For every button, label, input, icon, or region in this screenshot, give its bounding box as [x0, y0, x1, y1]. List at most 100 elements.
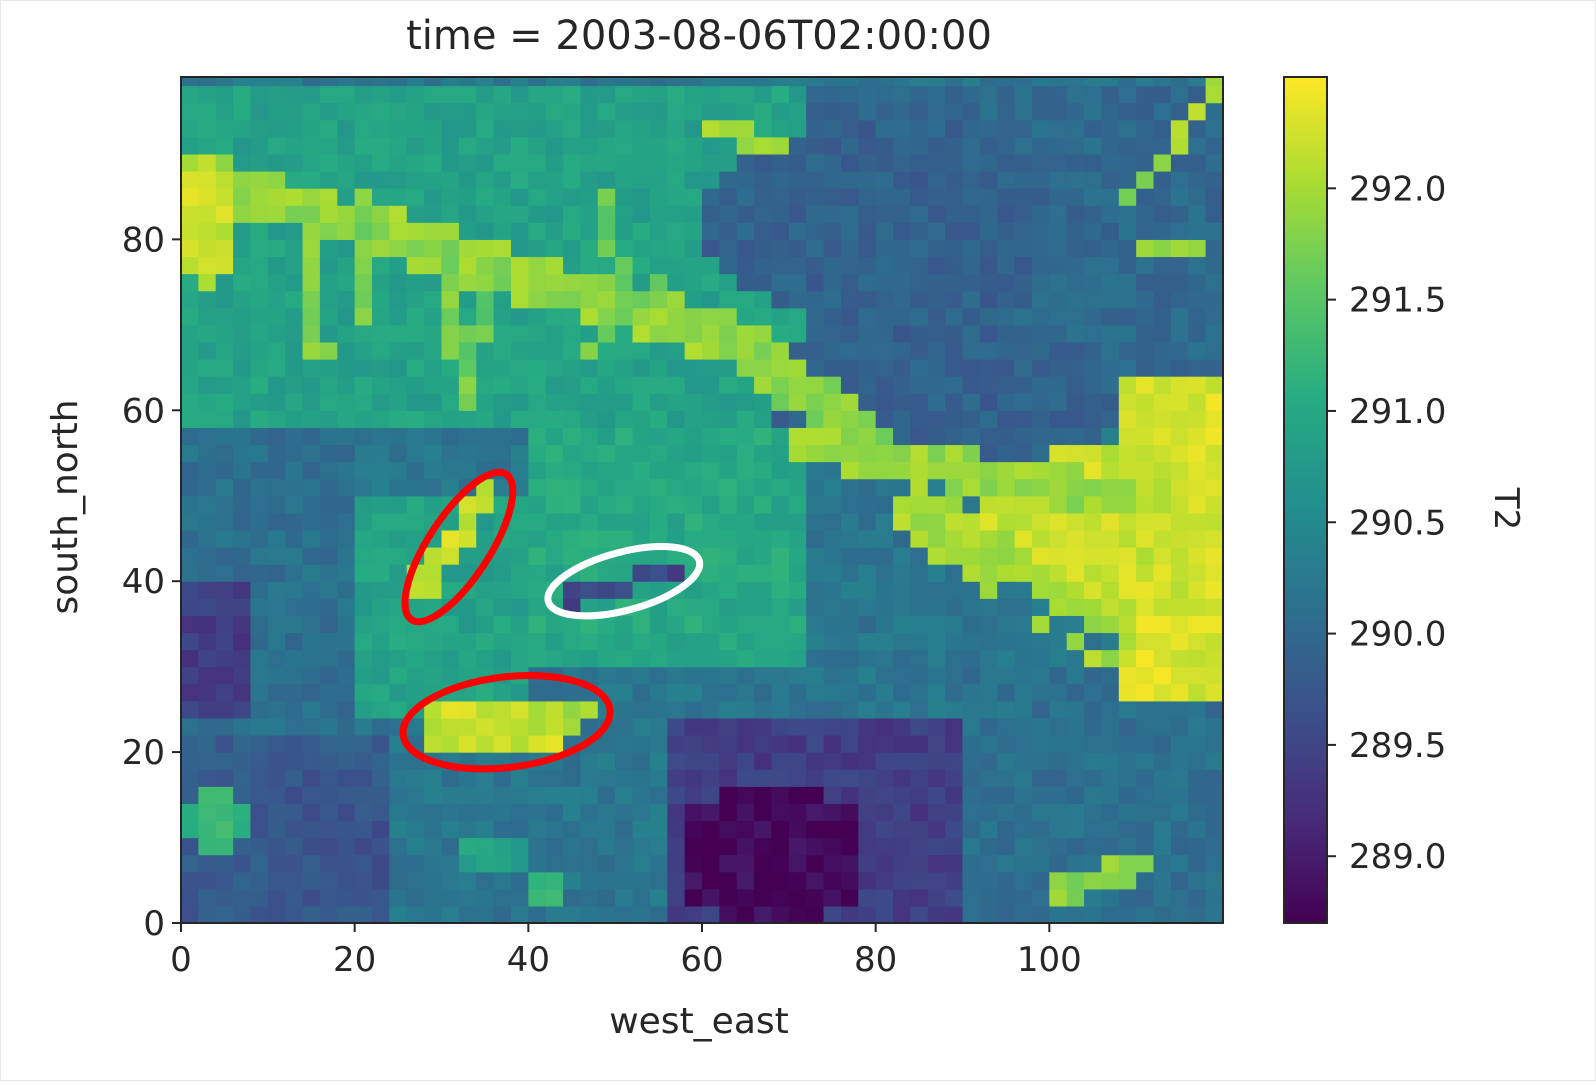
heatmap-cell — [632, 410, 651, 428]
heatmap-cell — [997, 512, 1016, 531]
heatmap-cell — [858, 837, 877, 856]
heatmap-cell — [1049, 478, 1068, 497]
heatmap-cell — [684, 239, 703, 258]
heatmap-cell — [458, 803, 477, 822]
heatmap-cell — [1101, 171, 1120, 189]
heatmap-cell — [910, 752, 929, 770]
heatmap-cell — [1205, 478, 1223, 497]
heatmap-cell — [771, 307, 790, 326]
heatmap-cell — [302, 171, 321, 189]
heatmap-cell — [927, 153, 946, 172]
heatmap-cell — [1153, 307, 1172, 326]
heatmap-cell — [250, 359, 269, 377]
heatmap-cell — [267, 239, 286, 258]
heatmap-cell — [1136, 273, 1155, 292]
heatmap-cell — [997, 820, 1016, 839]
heatmap-cell — [181, 341, 199, 360]
heatmap-cell — [198, 786, 217, 804]
heatmap-cell — [181, 495, 199, 514]
heatmap-cell — [1066, 444, 1085, 463]
heatmap-cell — [285, 512, 304, 531]
heatmap-cell — [823, 786, 842, 804]
heatmap-cell — [267, 427, 286, 446]
heatmap-cell — [580, 478, 599, 497]
heatmap-cell — [563, 478, 582, 497]
heatmap-cell — [875, 700, 894, 719]
heatmap-cell — [493, 547, 512, 565]
heatmap-cell — [858, 77, 877, 87]
heatmap-cell — [754, 837, 773, 856]
heatmap-cell — [893, 837, 911, 856]
heatmap-cell — [302, 273, 321, 292]
heatmap-cell — [424, 581, 443, 599]
heatmap-cell — [788, 171, 807, 189]
heatmap-cell — [1170, 376, 1189, 394]
heatmap-cell — [580, 171, 599, 189]
heatmap-cell — [1136, 77, 1155, 87]
heatmap-cell — [1153, 871, 1172, 890]
heatmap-cell — [858, 427, 877, 446]
heatmap-cell — [580, 239, 599, 258]
heatmap-cell — [1084, 564, 1103, 582]
heatmap-cell — [754, 222, 773, 240]
heatmap-cell — [441, 478, 460, 497]
heatmap-cell — [458, 273, 477, 292]
heatmap-cell — [667, 666, 686, 685]
heatmap-cell — [979, 615, 998, 634]
heatmap-cell — [1205, 632, 1223, 651]
heatmap-cell — [354, 171, 373, 189]
heatmap-cell — [233, 786, 252, 804]
heatmap-cell — [1118, 735, 1137, 753]
heatmap-cell — [354, 444, 373, 463]
heatmap-cell — [858, 564, 877, 582]
heatmap-cell — [962, 410, 981, 428]
heatmap-cell — [1049, 136, 1068, 155]
heatmap-cell — [1188, 905, 1207, 923]
heatmap-cell — [181, 77, 199, 87]
heatmap-cell — [545, 376, 564, 394]
heatmap-cell — [493, 786, 512, 804]
heatmap-cell — [1170, 256, 1189, 275]
heatmap-cell — [198, 581, 217, 599]
heatmap-cell — [285, 171, 304, 189]
heatmap-cell — [528, 905, 547, 923]
heatmap-cell — [1084, 905, 1103, 923]
heatmap-cell — [389, 871, 408, 890]
heatmap-cell — [1153, 256, 1172, 275]
heatmap-cell — [389, 666, 408, 685]
heatmap-cell — [424, 119, 443, 138]
y-axis-label: south_north — [45, 399, 86, 614]
heatmap-cell — [1153, 393, 1172, 411]
heatmap-cell — [1031, 666, 1050, 685]
heatmap-cell — [649, 717, 668, 736]
heatmap-cell — [1170, 598, 1189, 616]
heatmap-cell — [910, 512, 929, 531]
heatmap-cell — [285, 769, 304, 787]
heatmap-cell — [563, 222, 582, 240]
heatmap-cell — [1205, 666, 1223, 685]
heatmap-cell — [181, 273, 199, 292]
heatmap-cell — [476, 427, 495, 446]
heatmap-cell — [979, 786, 998, 804]
heatmap-cell — [1118, 905, 1137, 923]
heatmap-cell — [962, 239, 981, 258]
heatmap-cell — [545, 717, 564, 736]
heatmap-cell — [1101, 273, 1120, 292]
heatmap-cell — [1153, 529, 1172, 548]
heatmap-cell — [945, 359, 964, 377]
heatmap-cell — [545, 205, 564, 223]
heatmap-cell — [406, 153, 425, 172]
heatmap-cell — [754, 119, 773, 138]
heatmap-cell — [528, 700, 547, 719]
heatmap-cell — [1170, 564, 1189, 582]
heatmap-cell — [719, 752, 738, 770]
heatmap-cell — [684, 700, 703, 719]
heatmap-cell — [389, 102, 408, 121]
heatmap-cell — [285, 239, 304, 258]
heatmap-cell — [267, 290, 286, 309]
heatmap-cell — [649, 666, 668, 685]
heatmap-cell — [1118, 410, 1137, 428]
heatmap-cell — [823, 307, 842, 326]
heatmap-cell — [788, 307, 807, 326]
heatmap-cell — [389, 495, 408, 514]
